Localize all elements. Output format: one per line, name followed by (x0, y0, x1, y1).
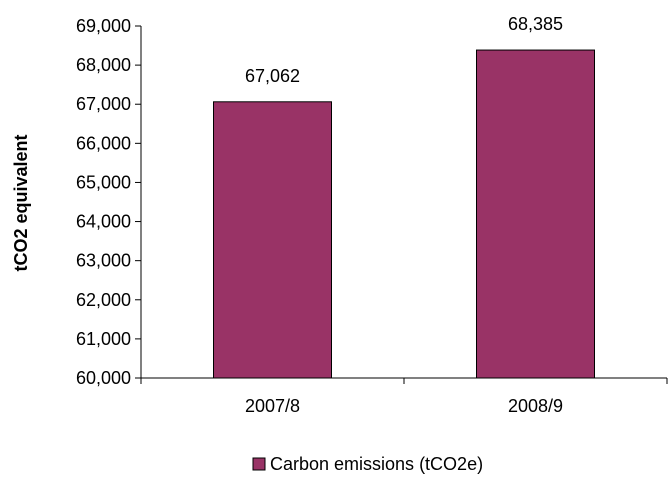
bars (213, 49, 595, 379)
y-tick-label: 60,000 (76, 368, 131, 388)
y-axis-ticks: 60,000 61,000 62,000 63,000 64,000 65,000 66,0… (76, 16, 141, 388)
bar-data-label: 67,062 (245, 66, 300, 86)
bar-data-labels: 67,062 68,385 (245, 14, 563, 86)
y-tick-label: 69,000 (76, 16, 131, 36)
x-tick-label: 2008/9 (508, 396, 563, 416)
y-tick-label: 68,000 (76, 55, 131, 75)
legend: Carbon emissions (tCO2e) (252, 454, 483, 474)
y-tick-label: 64,000 (76, 212, 131, 232)
y-tick-label: 61,000 (76, 329, 131, 349)
x-tick-label: 2007/8 (245, 396, 300, 416)
x-axis-ticks: 2007/8 2008/9 (140, 378, 668, 416)
y-tick-label: 67,000 (76, 94, 131, 114)
y-tick-label: 65,000 (76, 172, 131, 192)
bar-2007-8 (213, 101, 332, 379)
legend-label: Carbon emissions (tCO2e) (270, 454, 483, 474)
y-tick-label: 63,000 (76, 251, 131, 271)
y-tick-label: 62,000 (76, 290, 131, 310)
bar-data-label: 68,385 (508, 14, 563, 34)
y-axis-title: tCO2 equivalent (11, 134, 31, 271)
legend-swatch (252, 457, 266, 471)
bar-2008-9 (476, 49, 595, 379)
y-tick-label: 66,000 (76, 133, 131, 153)
